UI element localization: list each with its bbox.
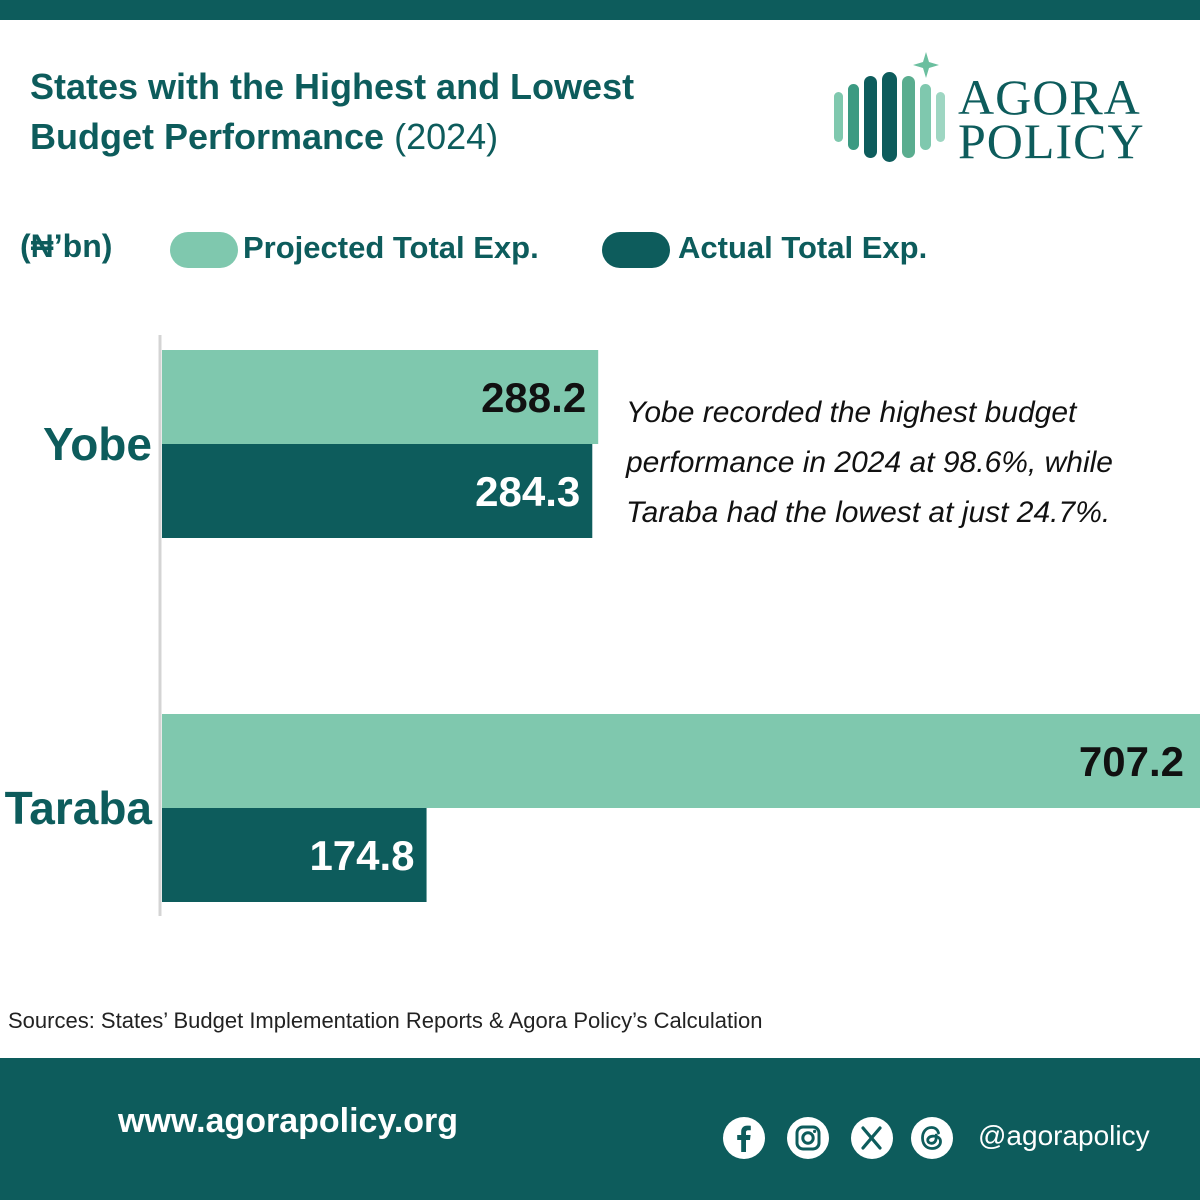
legend-label-projected: Projected Total Exp. [243, 230, 539, 265]
title-line1: States with the Highest and Lowest [30, 66, 635, 107]
page-title: States with the Highest and Lowest Budge… [30, 62, 790, 162]
top-band [0, 0, 1200, 20]
agora-policy-logo: AGORA POLICY [830, 50, 1170, 166]
social-handle[interactable]: @agorapolicy [978, 1120, 1150, 1151]
bar-taraba-projected [162, 714, 1200, 808]
website-link[interactable]: www.agorapolicy.org [118, 1102, 459, 1140]
unit-label: (₦’bn) [20, 228, 113, 264]
data-label-taraba-projected: 707.2 [1079, 738, 1184, 785]
category-label-taraba: Taraba [5, 782, 153, 834]
chart-annotation: Yobe recorded the highest budget perform… [626, 396, 1113, 529]
legend-swatch-projected [170, 232, 238, 268]
legend-label-actual: Actual Total Exp. [678, 230, 928, 265]
facebook-icon[interactable] [722, 1116, 766, 1160]
instagram-icon[interactable] [786, 1116, 830, 1160]
category-label-yobe: Yobe [43, 418, 152, 470]
bar-yobe-actual [162, 444, 593, 538]
logo-line1: AGORA [958, 69, 1141, 125]
data-label-yobe-projected: 288.2 [481, 374, 586, 421]
source-note: Sources: States’ Budget Implementation R… [8, 1008, 763, 1033]
data-label-yobe-actual: 284.3 [475, 468, 580, 515]
title-year: (2024) [394, 116, 499, 157]
agora-bars-star-icon [834, 52, 945, 162]
title-line2: Budget Performance [30, 116, 385, 157]
logo-line2: POLICY [958, 113, 1145, 169]
data-label-taraba-actual: 174.8 [309, 832, 414, 879]
chart-legend: (₦’bn) Projected Total Exp. Actual Total… [20, 220, 1180, 280]
x-icon[interactable] [850, 1116, 894, 1160]
bar-taraba-actual [162, 808, 427, 902]
threads-icon[interactable] [910, 1116, 954, 1160]
logo-text: AGORA POLICY [958, 72, 1145, 166]
footer: www.agorapolicy.org @agorapolicy [0, 1058, 1200, 1200]
bar-yobe-projected [162, 350, 599, 444]
legend-swatch-actual [602, 232, 670, 268]
bar-chart: 288.2 284.3 Yobe 707.2 174.8 Taraba [5, 335, 1200, 916]
